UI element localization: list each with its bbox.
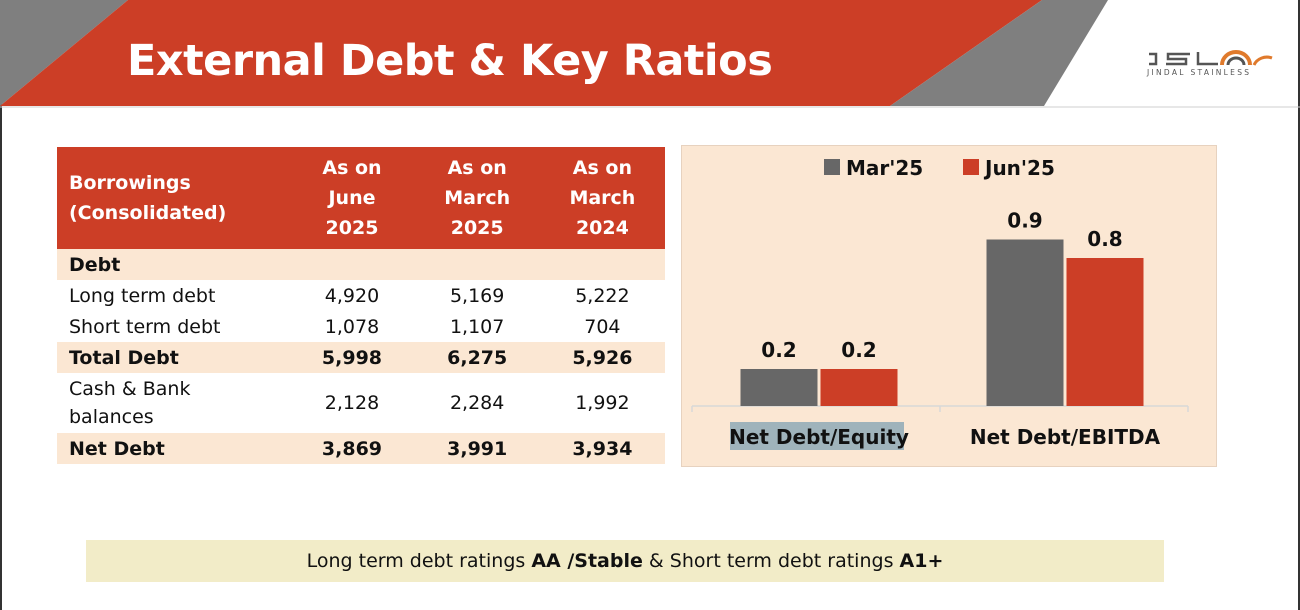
row-label: Total Debt: [57, 342, 290, 373]
cell: 1,992: [575, 392, 630, 414]
header-march-2024: As on March 2024: [539, 147, 665, 249]
table-row-net-debt: Net Debt 3,869 3,991 3,934: [57, 433, 665, 464]
cell: 2,284: [449, 392, 505, 414]
rating-long-term: AA /Stable: [531, 550, 643, 572]
cell: [539, 249, 665, 280]
data-label: 0.8: [1087, 227, 1122, 251]
table-header-row: Borrowings (Consolidated) As on June 202…: [57, 147, 665, 249]
header-col2-line3: 2025: [450, 217, 504, 239]
rating-text-1: Long term debt ratings: [306, 550, 532, 572]
data-label: 0.9: [1007, 209, 1042, 233]
borrowings-table: Borrowings (Consolidated) As on June 202…: [57, 147, 665, 464]
row-label: Net Debt: [57, 433, 290, 464]
table-row-long-term-debt: Long term debt 4,920 5,169 5,222: [57, 280, 665, 311]
cell: 5,222: [575, 284, 630, 307]
row-label: Short term debt: [69, 315, 221, 338]
bar-mar25: [740, 369, 818, 406]
rating-text-2: & Short term debt ratings: [642, 550, 900, 572]
cell: 5,169: [449, 284, 505, 307]
cell: [414, 249, 540, 280]
row-label: Debt: [57, 249, 290, 280]
header-col3-line3: 2024: [575, 217, 629, 239]
legend-label: Jun'25: [983, 156, 1055, 180]
table-row-cash-bank: Cash & Bank balances 2,128 2,284 1,992: [57, 373, 665, 433]
row-label-line2: balances: [69, 406, 154, 428]
slide-title: External Debt & Key Ratios: [127, 36, 773, 86]
row-label: Cash & Bank balances: [57, 373, 289, 433]
header-label-line2: (Consolidated): [69, 202, 227, 224]
bar-jun25: [820, 369, 898, 406]
category-highlight: [730, 422, 904, 450]
cell: 704: [584, 315, 621, 338]
row-label: Long term debt: [69, 284, 216, 307]
category-label: Net Debt/EBITDA: [970, 425, 1161, 449]
header-col1-line1: As on: [322, 157, 382, 179]
header-col3-line2: March: [569, 187, 636, 209]
cell: 1,078: [324, 315, 380, 338]
cell: 3,991: [414, 433, 540, 464]
ratio-chart: 0.2 0.2 Net Debt/Equity 0.9 0.8 Net Debt/EBIT…: [681, 145, 1217, 467]
cell: 3,934: [539, 433, 665, 464]
header-col2-line2: March: [444, 187, 511, 209]
header-march-2025: As on March 2025: [414, 147, 540, 249]
ratio-chart-svg: 0.2 0.2 Net Debt/Equity 0.9 0.8 Net Debt/EBIT…: [691, 156, 1189, 450]
cell: 5,926: [539, 342, 665, 373]
cell: 4,920: [324, 284, 380, 307]
header-col2-line1: As on: [447, 157, 507, 179]
rating-short-term: A1+: [899, 550, 944, 572]
left-border: [0, 0, 2, 610]
data-label: 0.2: [761, 338, 796, 362]
banner-red: [0, 0, 1042, 106]
bar-mar25: [986, 239, 1064, 406]
legend-label: Mar'25: [846, 156, 923, 180]
rating-banner: Long term debt ratings AA /Stable & Shor…: [86, 540, 1164, 582]
header-col3-line1: As on: [572, 157, 632, 179]
header-col1-line3: 2025: [325, 217, 379, 239]
table-row-total-debt: Total Debt 5,998 6,275 5,926: [57, 342, 665, 373]
cell: [289, 249, 415, 280]
row-label-line1: Cash & Bank: [69, 378, 191, 400]
cell: 3,869: [289, 433, 415, 464]
cell: 5,998: [289, 342, 415, 373]
category-label: Net Debt/Equity: [729, 425, 909, 449]
header-june-2025: As on June 2025: [289, 147, 415, 249]
header-label-line1: Borrowings: [69, 172, 191, 194]
right-border: [1298, 0, 1300, 610]
table-row-short-term-debt: Short term debt 1,078 1,107 704: [57, 311, 665, 342]
data-label: 0.2: [841, 338, 876, 362]
bar-jun25: [1066, 258, 1144, 406]
jsl-logo: [1149, 50, 1273, 66]
logo-subtext: JINDAL STAINLESS: [1147, 68, 1252, 77]
cell: 2,128: [324, 392, 380, 414]
header-col1-line2: June: [328, 187, 376, 209]
cell: 1,107: [449, 315, 505, 338]
cell: 6,275: [414, 342, 540, 373]
banner-gray-right: [890, 0, 1108, 106]
header-borrowings: Borrowings (Consolidated): [57, 147, 290, 249]
title-banner: [0, 0, 1300, 108]
legend-swatch: [824, 159, 840, 175]
table-row-debt-section: Debt: [57, 249, 665, 280]
legend-swatch: [963, 159, 979, 175]
